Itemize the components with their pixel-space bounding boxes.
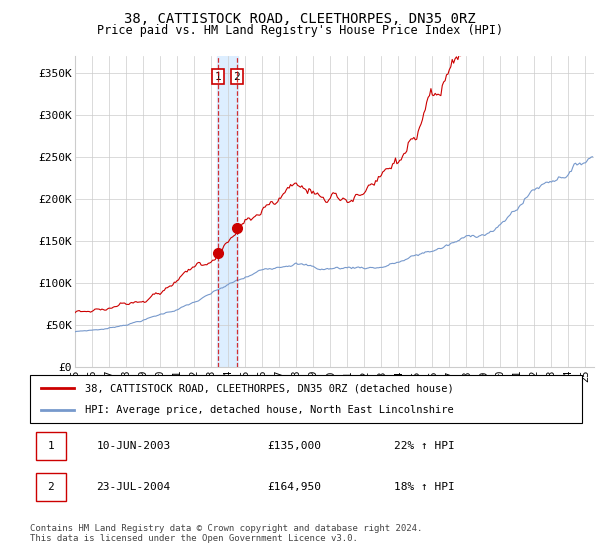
Bar [35,432,66,460]
Text: 38, CATTISTOCK ROAD, CLEETHORPES, DN35 0RZ (detached house): 38, CATTISTOCK ROAD, CLEETHORPES, DN35 0… [85,383,454,393]
Text: 23-JUL-2004: 23-JUL-2004 [96,482,170,492]
Text: 2: 2 [47,482,54,492]
Text: 10-JUN-2003: 10-JUN-2003 [96,441,170,451]
Text: 22% ↑ HPI: 22% ↑ HPI [394,441,455,451]
Text: 38, CATTISTOCK ROAD, CLEETHORPES, DN35 0RZ: 38, CATTISTOCK ROAD, CLEETHORPES, DN35 0… [124,12,476,26]
Text: 1: 1 [215,72,221,82]
Text: 1: 1 [47,441,54,451]
Text: Contains HM Land Registry data © Crown copyright and database right 2024.
This d: Contains HM Land Registry data © Crown c… [30,524,422,543]
Text: 2: 2 [233,72,240,82]
Text: £135,000: £135,000 [268,441,322,451]
Text: £164,950: £164,950 [268,482,322,492]
Text: 18% ↑ HPI: 18% ↑ HPI [394,482,455,492]
Bar [217,56,238,367]
Text: HPI: Average price, detached house, North East Lincolnshire: HPI: Average price, detached house, Nort… [85,405,454,415]
Bar [35,473,66,501]
Text: Price paid vs. HM Land Registry's House Price Index (HPI): Price paid vs. HM Land Registry's House … [97,24,503,37]
